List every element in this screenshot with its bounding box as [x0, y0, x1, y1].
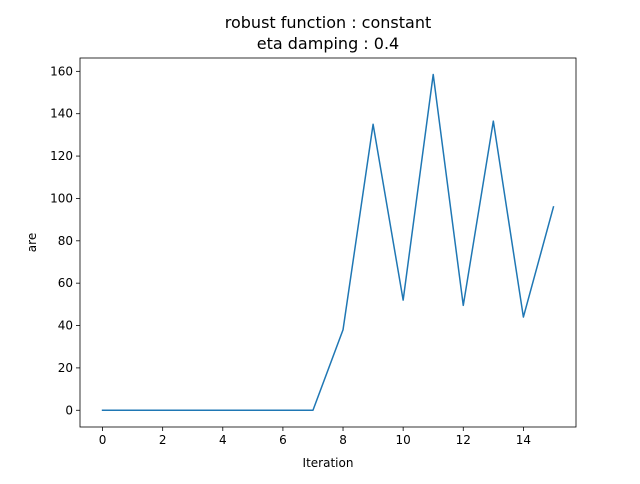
y-tick-label: 100: [50, 191, 73, 205]
y-axis-label: are: [25, 233, 39, 252]
chart-title: robust function : constant: [225, 13, 431, 32]
x-tick-label: 10: [396, 433, 411, 447]
y-tick-label: 160: [50, 64, 73, 78]
x-axis-label: Iteration: [303, 456, 354, 470]
y-tick-label: 0: [65, 403, 73, 417]
x-tick-label: 0: [99, 433, 107, 447]
y-tick-label: 60: [58, 276, 73, 290]
x-tick-label: 14: [516, 433, 531, 447]
x-tick-label: 4: [219, 433, 227, 447]
x-tick-label: 6: [279, 433, 287, 447]
x-tick-label: 2: [159, 433, 167, 447]
x-tick-label: 8: [339, 433, 347, 447]
y-tick-label: 140: [50, 107, 73, 121]
chart-subtitle: eta damping : 0.4: [257, 34, 399, 53]
x-tick-label: 12: [456, 433, 471, 447]
y-tick-label: 20: [58, 361, 73, 375]
y-tick-label: 40: [58, 319, 73, 333]
y-tick-label: 120: [50, 149, 73, 163]
y-tick-label: 80: [58, 234, 73, 248]
